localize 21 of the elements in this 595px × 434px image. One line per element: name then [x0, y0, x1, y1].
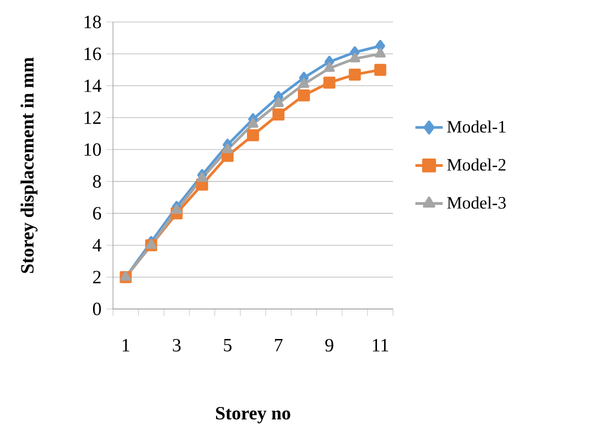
y-tick-label: 6 — [93, 207, 102, 220]
x-tick-label: 1 — [122, 339, 130, 352]
y-tick-label: 14 — [84, 80, 102, 92]
x-axis-title: Storey no — [216, 406, 290, 424]
legend-label: Model-3 — [447, 196, 506, 209]
x-tick-label: 9 — [325, 339, 334, 352]
y-tick-label: 2 — [93, 270, 101, 284]
x-tick-label: 5 — [224, 339, 232, 352]
y-tick-label: 8 — [93, 175, 101, 188]
y-tick-label: 12 — [84, 111, 101, 124]
legend-label: Model-1 — [447, 120, 506, 133]
y-tick-label: 0 — [93, 302, 101, 316]
y-tick-label: 18 — [84, 16, 101, 28]
y-tick-label: 4 — [92, 239, 102, 252]
y-tick-label: 16 — [84, 48, 102, 60]
y-tick-label: 10 — [84, 143, 101, 156]
x-tick-label: 3 — [172, 339, 181, 352]
x-tick-label: 11 — [372, 339, 388, 352]
y-axis-title: Storey displacement in mm — [20, 57, 38, 273]
legend-label: Model-2 — [447, 158, 506, 171]
x-tick-label: 7 — [275, 339, 283, 352]
